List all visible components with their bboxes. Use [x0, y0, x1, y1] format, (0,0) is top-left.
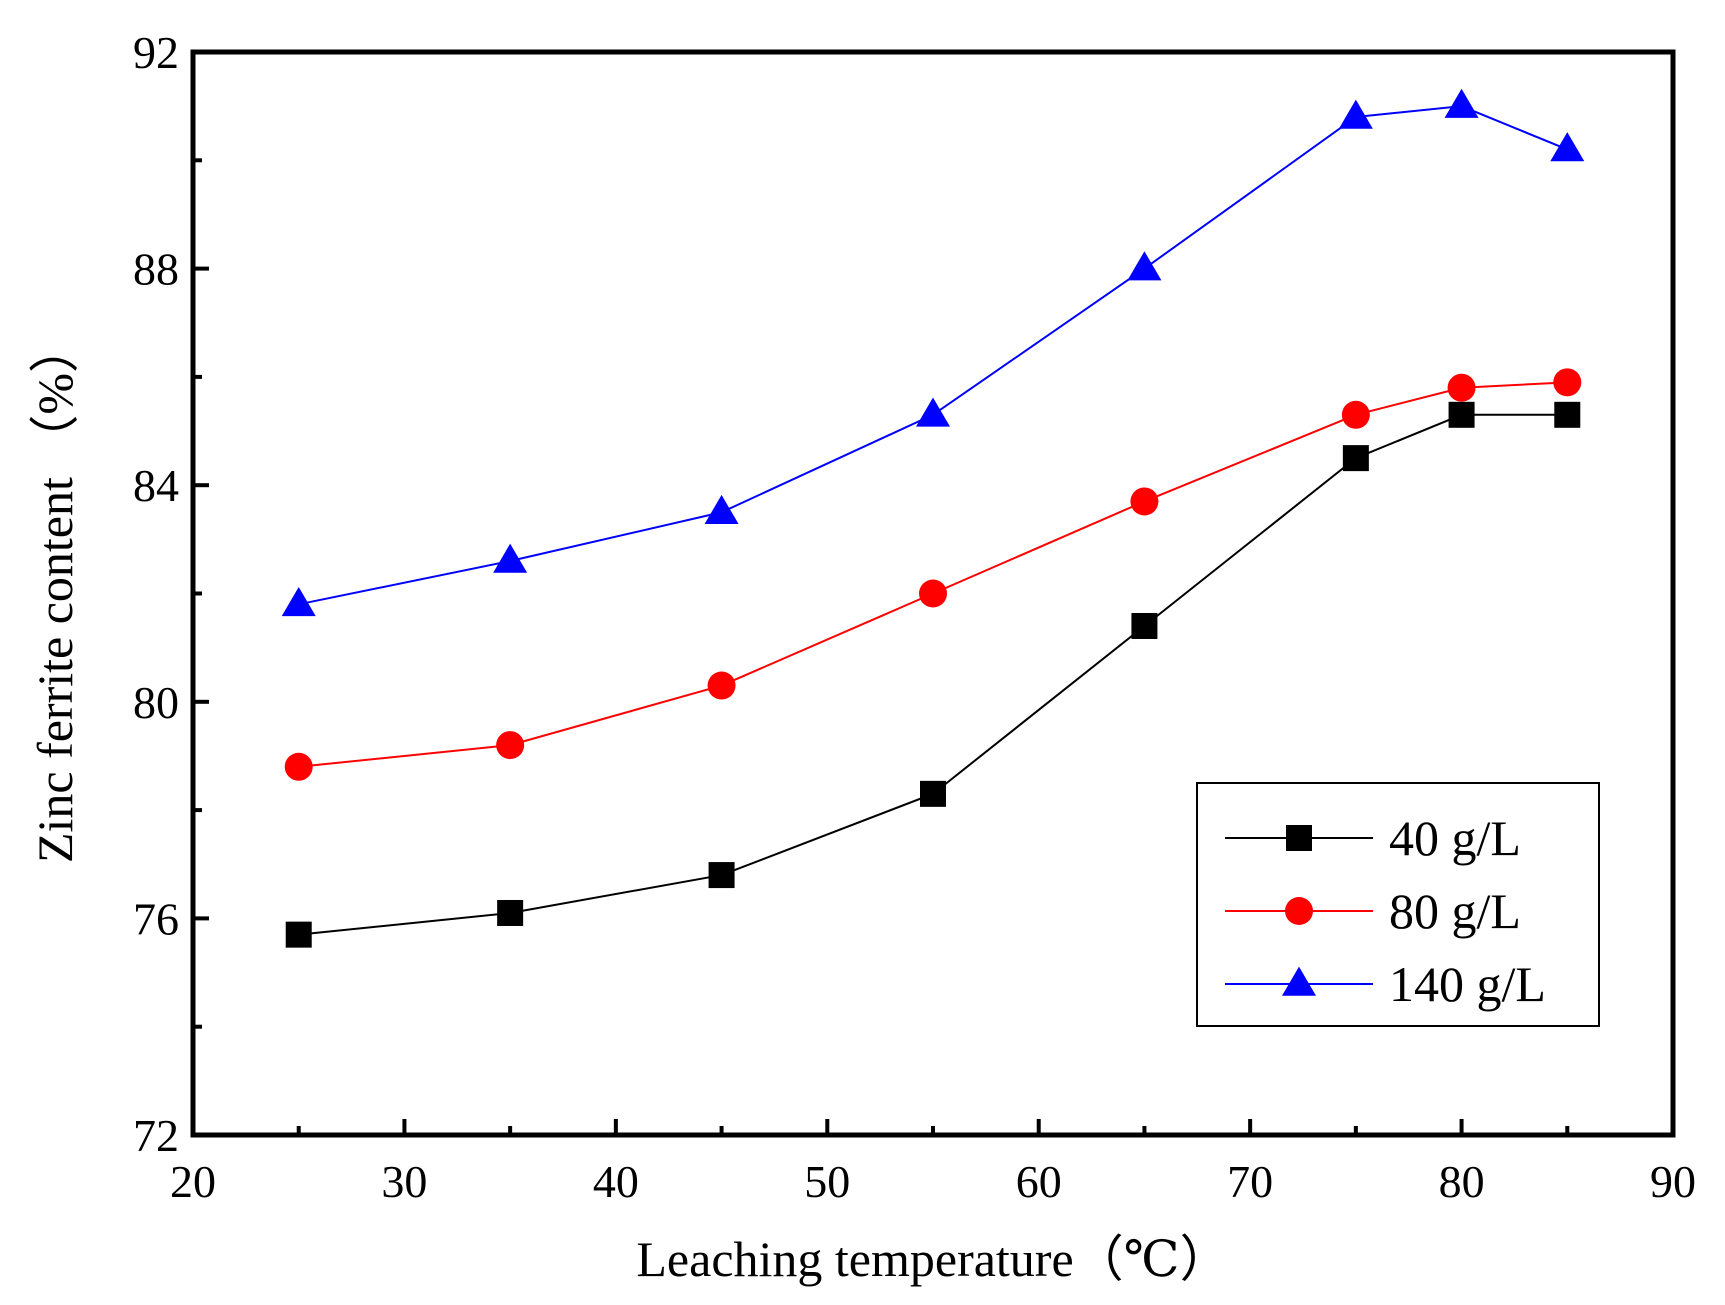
x-tick-label: 70 [1227, 1156, 1273, 1207]
data-point [1342, 445, 1369, 472]
data-point [285, 921, 312, 948]
series-80-g-l [284, 368, 1582, 781]
legend-label: 80 g/L [1389, 883, 1521, 939]
y-tick-label: 76 [133, 893, 179, 944]
data-point [496, 731, 525, 760]
series-line [298, 105, 1568, 606]
y-tick-label: 88 [133, 244, 179, 295]
series-line [298, 381, 1568, 768]
y-tick-label: 92 [133, 27, 179, 78]
x-tick-label: 30 [381, 1156, 427, 1207]
data-point [493, 543, 528, 573]
series-140-g-l [281, 88, 1585, 617]
series-40-g-l [285, 401, 1581, 948]
data-point [1131, 612, 1158, 639]
plot-frame [190, 49, 1676, 1138]
legend-item: 140 g/L [1225, 956, 1546, 1012]
data-point [707, 671, 736, 700]
data-point [1130, 487, 1159, 516]
y-tick-label: 84 [133, 460, 179, 511]
x-tick-label: 20 [170, 1156, 216, 1207]
data-point [1553, 368, 1582, 397]
x-tick-label: 60 [1016, 1156, 1062, 1207]
legend-label: 140 g/L [1389, 956, 1546, 1012]
x-tick-label: 90 [1650, 1156, 1696, 1207]
y-axis-title: Zinc ferrite content （%） [27, 323, 83, 863]
data-point [1448, 401, 1475, 428]
data-point [1127, 251, 1162, 281]
data-point [1447, 373, 1476, 402]
legend-label: 40 g/L [1389, 810, 1521, 866]
legend-box [1196, 782, 1600, 1027]
y-tick-label: 80 [133, 677, 179, 728]
y-tick-label: 72 [133, 1110, 179, 1161]
x-tick-label: 50 [804, 1156, 850, 1207]
x-tick-label: 80 [1439, 1156, 1485, 1207]
data-point [916, 397, 950, 427]
data-point [1341, 400, 1370, 429]
data-point [1444, 88, 1479, 118]
data-point [920, 780, 946, 807]
data-point [497, 899, 524, 926]
legend-marker [1286, 825, 1312, 851]
legend: 40 g/L 80 g/L 140 g/L [1196, 782, 1600, 1027]
legend-item: 80 g/L [1225, 883, 1521, 939]
series-line [298, 413, 1568, 936]
data-point [281, 586, 316, 617]
data-point [708, 862, 735, 889]
x-tick-label: 40 [593, 1156, 639, 1207]
data-point [284, 752, 313, 781]
x-axis-title: Leaching temperature（℃） [636, 1231, 1229, 1287]
y-tick-labels: 72 76 80 84 88 92 [133, 27, 179, 1161]
legend-marker [1285, 897, 1313, 925]
series-layer [281, 88, 1585, 948]
data-point [1338, 99, 1373, 129]
data-point [1554, 401, 1581, 428]
legend-marker [1282, 966, 1316, 996]
legend-item: 40 g/L [1225, 810, 1521, 866]
data-point [1550, 132, 1585, 162]
data-point [704, 494, 739, 525]
x-tick-labels: 20 30 40 50 60 70 80 90 [170, 1156, 1696, 1207]
data-point [919, 579, 947, 608]
